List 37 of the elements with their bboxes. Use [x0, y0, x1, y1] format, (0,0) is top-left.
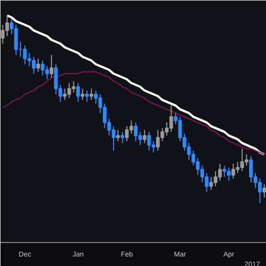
candlestick — [244, 154, 248, 166]
candlestick — [249, 156, 253, 183]
candlestick — [236, 161, 240, 174]
candlestick — [112, 126, 116, 152]
candlestick — [125, 126, 129, 142]
candlestick — [67, 82, 72, 99]
candlestick — [85, 90, 89, 102]
candlestick — [116, 129, 120, 142]
candlestick — [120, 131, 124, 144]
candlestick — [129, 120, 134, 134]
candlestick — [62, 88, 67, 100]
candlestick — [45, 66, 49, 80]
candlestick — [231, 163, 236, 180]
candlestick — [80, 88, 84, 100]
candlestick — [169, 105, 174, 132]
candlestick — [156, 129, 160, 152]
candlestick — [196, 158, 200, 176]
candlestick — [204, 172, 208, 192]
candlestick — [142, 129, 146, 144]
candlestick — [54, 64, 58, 95]
candlestick — [5, 15, 9, 37]
candlestick — [27, 52, 32, 67]
candlestick — [36, 58, 40, 72]
candlestick — [226, 166, 231, 182]
candlestick — [222, 165, 226, 178]
candlestick — [76, 82, 80, 102]
candlestick — [0, 24, 5, 44]
candlestick — [200, 165, 204, 183]
candlestick — [23, 45, 27, 65]
candlestick — [32, 56, 36, 74]
candlestick — [90, 88, 94, 100]
candlestick — [134, 122, 138, 142]
candlestick — [50, 54, 54, 78]
candlestick — [14, 24, 18, 56]
candlestick — [72, 80, 76, 93]
candlestick — [262, 184, 266, 198]
candlestick — [94, 90, 98, 104]
